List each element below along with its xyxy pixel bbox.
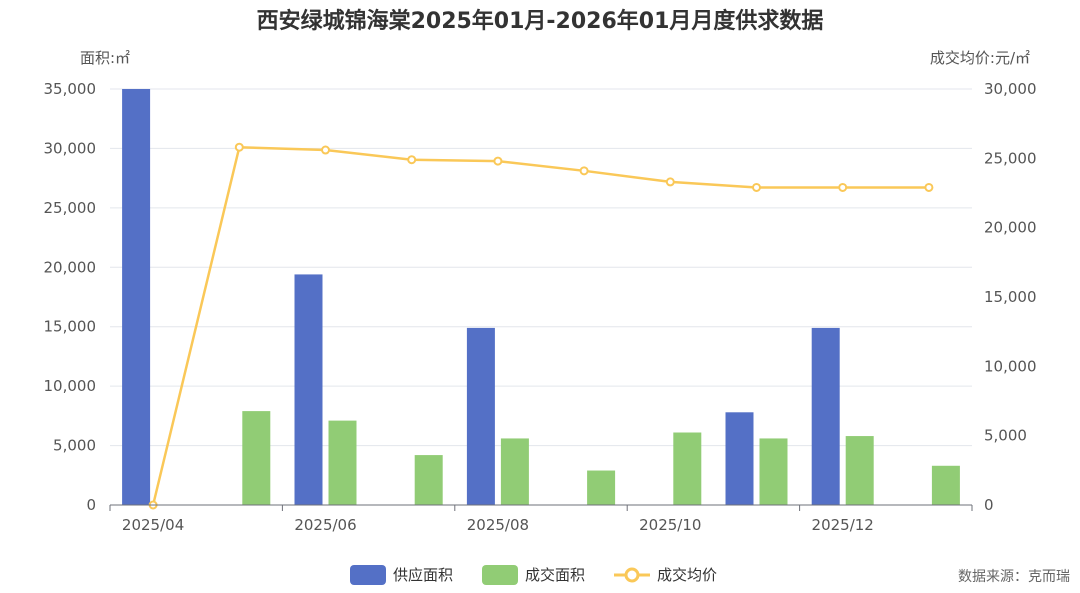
- legend-label-deal-area: 成交面积: [525, 566, 585, 584]
- left-axis-name: 面积:㎡: [80, 49, 130, 67]
- legend-item-deal-area[interactable]: 成交面积: [482, 565, 585, 585]
- bar-deal-area: [845, 436, 874, 505]
- bar-supply: [294, 274, 323, 505]
- bar-deal-area: [587, 470, 616, 505]
- left-tick-label: 30,000: [44, 139, 97, 157]
- right-tick-label: 30,000: [984, 80, 1037, 98]
- legend-swatch-deal-area: [482, 565, 518, 585]
- left-tick-label: 15,000: [44, 318, 97, 336]
- x-axis: 2025/04 2025/06 2025/08 2025/10 2025/12: [109, 504, 973, 534]
- left-tick-label: 20,000: [44, 258, 97, 276]
- right-axis: 0 5,000 10,000 15,000 20,000 25,000 30,000: [984, 80, 1037, 514]
- x-tick-label: 2025/04: [122, 516, 184, 534]
- chart-title: 西安绿城锦海棠2025年01月-2026年01月月度供求数据: [257, 8, 824, 34]
- legend-marker-avg-price: [624, 567, 640, 583]
- x-tick-label: 2025/10: [639, 516, 701, 534]
- source-note: 数据来源：克而瑞: [958, 569, 1070, 585]
- left-tick-label: 25,000: [44, 199, 97, 217]
- bar-deal-area: [500, 438, 529, 505]
- price-point: [321, 145, 330, 155]
- bar-deal-area: [673, 432, 702, 505]
- bar-supply: [725, 412, 754, 505]
- legend-swatch-supply: [350, 565, 386, 585]
- right-tick-label: 25,000: [984, 149, 1037, 167]
- bar-supply: [466, 327, 495, 505]
- right-tick-label: 20,000: [984, 219, 1037, 237]
- right-tick-label: 10,000: [984, 357, 1037, 375]
- bar-deal-area: [242, 411, 271, 505]
- x-tick-label: 2025/08: [467, 516, 529, 534]
- price-point: [493, 156, 503, 166]
- bar-deal-area: [414, 455, 443, 505]
- left-axis: 0 5,000 10,000 15,000 20,000 25,000 30,000 35,0…: [44, 80, 97, 514]
- right-axis-name: 成交均价:元/㎡: [930, 49, 1030, 67]
- price-line: [148, 142, 934, 510]
- right-tick-label: 15,000: [984, 288, 1037, 306]
- price-point: [924, 182, 934, 192]
- grid: [110, 88, 972, 447]
- legend-label-avg-price: 成交均价: [657, 566, 717, 584]
- price-point: [579, 166, 589, 176]
- price-point: [234, 142, 244, 152]
- price-line-path: [151, 145, 929, 506]
- bar-deal-area: [759, 438, 788, 505]
- right-tick-label: 0: [984, 496, 994, 514]
- left-tick-label: 0: [86, 496, 96, 514]
- bar-deal-area: [328, 420, 357, 505]
- x-tick-label: 2025/06: [294, 516, 356, 534]
- bar-supply: [811, 327, 840, 505]
- price-point: [665, 177, 675, 187]
- left-tick-label: 10,000: [44, 377, 97, 395]
- legend: 供应面积 成交面积 成交均价: [350, 565, 717, 585]
- price-point: [838, 182, 848, 192]
- right-tick-label: 5,000: [984, 427, 1027, 445]
- legend-item-supply[interactable]: 供应面积: [350, 565, 453, 585]
- left-tick-label: 35,000: [44, 80, 97, 98]
- bar-supply: [122, 89, 151, 505]
- price-point: [407, 155, 417, 165]
- bar-deal-area: [931, 465, 960, 505]
- legend-label-supply: 供应面积: [393, 566, 453, 584]
- price-point: [752, 182, 761, 192]
- legend-item-avg-price[interactable]: 成交均价: [614, 566, 717, 584]
- left-tick-label: 5,000: [53, 437, 96, 455]
- bars: [122, 89, 960, 505]
- x-tick-label: 2025/12: [812, 516, 874, 534]
